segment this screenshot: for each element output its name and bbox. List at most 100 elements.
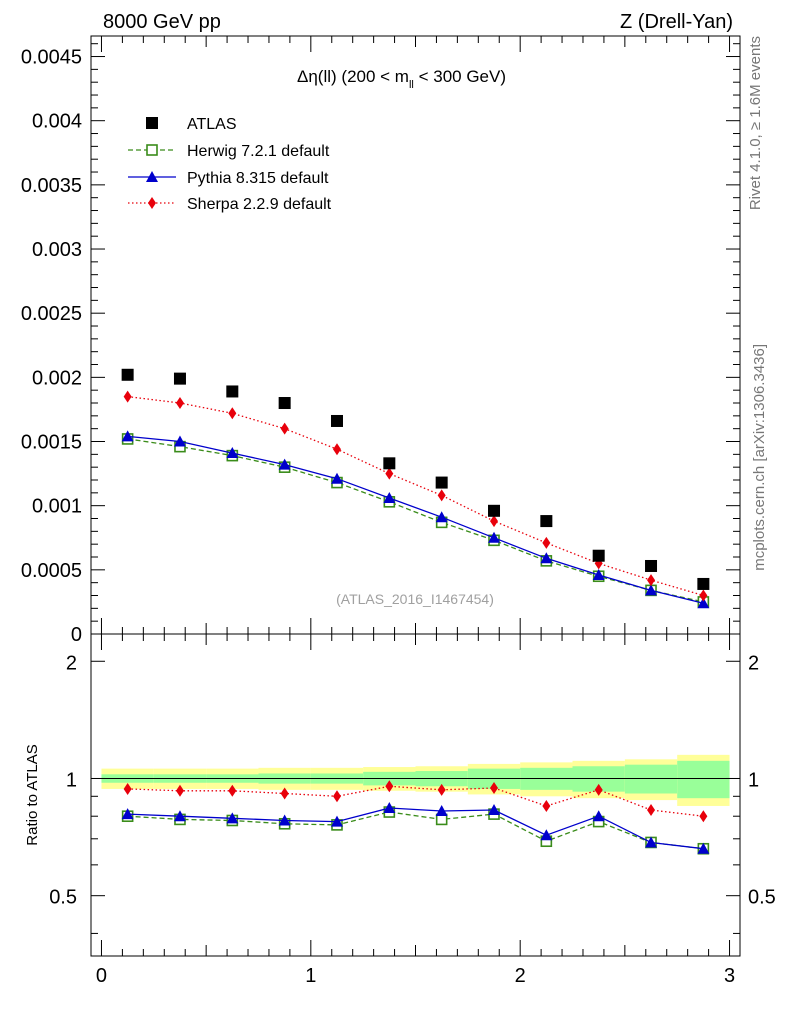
data-point-sherpa: [228, 784, 237, 797]
data-point-pythia: [488, 531, 501, 543]
ratio-plot-markers: [121, 780, 710, 855]
series-line-sherpa: [127, 785, 704, 817]
data-point-sherpa: [594, 783, 603, 796]
data-point-sherpa: [332, 790, 341, 803]
ratio-y-tick-label-right: 2: [748, 652, 759, 674]
data-point-atlas: [226, 385, 239, 398]
ratio-y-tick-label-right: 0.5: [748, 887, 776, 909]
rivet-label: Rivet 4.1.0, ≥ 1.6M events: [747, 36, 764, 210]
data-point-sherpa: [385, 467, 394, 480]
data-point-sherpa: [228, 407, 237, 420]
ratio-y-tick-label: 0.5: [49, 887, 77, 909]
y-tick-label: 0.004: [32, 111, 82, 133]
series-line-sherpa: [127, 395, 704, 597]
ratio-plot: 0.5 0.5 1 1 2 2 0 1 2 3 Ratio to ATLAS: [24, 633, 776, 987]
data-point-pythia: [540, 552, 553, 564]
data-point-sherpa: [332, 443, 341, 456]
ratio-y-tick-label: 1: [66, 769, 77, 791]
legend-sherpa-marker: [148, 197, 156, 209]
legend-pythia-label: Pythia 8.315 default: [187, 170, 329, 187]
data-point-sherpa: [123, 782, 132, 795]
series-line-pythia: [127, 807, 704, 850]
data-point-sherpa: [490, 515, 499, 528]
data-point-sherpa: [647, 574, 656, 587]
ratio-uncertainty-bands: [101, 754, 730, 806]
x-tick-label: 1: [305, 965, 316, 987]
data-point-pythia: [645, 584, 658, 596]
ratio-y-tick-label-right: 1: [748, 769, 759, 791]
legend: ATLAS Herwig 7.2.1 default Pythia 8.315 …: [128, 116, 332, 213]
data-point-pythia: [330, 815, 343, 827]
data-point-atlas: [121, 368, 134, 381]
legend-herwig-marker: [146, 144, 158, 156]
y-tick-label: 0.0045: [21, 47, 82, 69]
data-point-atlas: [540, 515, 553, 528]
y-tick-label: 0.002: [32, 367, 82, 389]
data-point-sherpa: [280, 422, 289, 435]
data-point-pythia: [488, 803, 501, 815]
data-point-pythia: [226, 812, 239, 824]
data-point-atlas: [697, 577, 710, 590]
header-right-label: Z (Drell-Yan): [620, 11, 733, 33]
data-point-sherpa: [385, 780, 394, 793]
data-point-sherpa: [280, 787, 289, 800]
data-point-sherpa: [175, 784, 184, 797]
data-point-sherpa: [437, 783, 446, 796]
legend-pythia-marker: [146, 171, 158, 182]
data-point-pythia: [383, 801, 396, 813]
y-tick-label: 0.0025: [21, 303, 82, 325]
y-tick-label: 0: [71, 624, 82, 646]
data-point-sherpa: [123, 390, 132, 403]
data-point-pythia: [226, 447, 239, 459]
data-point-pythia: [592, 568, 605, 580]
data-point-pythia: [435, 511, 448, 523]
x-tick-label: 2: [515, 965, 526, 987]
data-point-atlas: [173, 372, 186, 385]
series-line-herwig: [127, 438, 704, 603]
analysis-watermark: (ATLAS_2016_I1467454): [336, 591, 494, 607]
data-point-sherpa: [699, 589, 708, 602]
data-point-pythia: [173, 810, 186, 822]
data-point-pythia: [278, 814, 291, 826]
x-tick-label: 3: [724, 965, 735, 987]
data-point-pythia: [173, 435, 186, 447]
main-plot-markers: [121, 368, 710, 609]
x-tick-label: 0: [96, 965, 107, 987]
legend-atlas-marker: [146, 117, 158, 129]
data-point-sherpa: [647, 803, 656, 816]
data-point-pythia: [278, 458, 291, 470]
series-line-pythia: [127, 435, 704, 604]
data-point-pythia: [330, 472, 343, 484]
ratio-ylabel: Ratio to ATLAS: [24, 744, 41, 845]
main-plot-title: Δη(ll) (200 < mll < 300 GeV): [297, 67, 506, 91]
data-point-atlas: [592, 549, 605, 562]
stat-uncertainty-band: [677, 760, 730, 799]
stat-uncertainty-band: [624, 764, 678, 794]
data-point-sherpa: [699, 810, 708, 823]
data-point-pythia: [435, 805, 448, 817]
y-tick-label: 0.0005: [21, 560, 82, 582]
source-label: mcplots.cern.ch [arXiv:1306.3436]: [751, 344, 768, 571]
data-point-sherpa: [175, 397, 184, 410]
data-point-pythia: [540, 829, 553, 841]
data-point-sherpa: [542, 536, 551, 549]
ratio-y-tick-label: 2: [66, 652, 77, 674]
data-point-atlas: [645, 559, 658, 572]
data-point-atlas: [435, 476, 448, 489]
y-tick-label: 0.003: [32, 239, 82, 261]
data-point-pythia: [121, 808, 134, 820]
data-point-pythia: [121, 430, 134, 442]
data-point-sherpa: [490, 782, 499, 795]
data-point-atlas: [488, 504, 501, 517]
header-left-label: 8000 GeV pp: [103, 11, 221, 33]
legend-herwig-label: Herwig 7.2.1 default: [187, 143, 330, 160]
y-tick-label: 0.001: [32, 496, 82, 518]
data-point-sherpa: [542, 799, 551, 812]
data-point-pythia: [383, 491, 396, 503]
data-point-pythia: [645, 836, 658, 848]
data-point-pythia: [697, 842, 710, 854]
data-point-atlas: [330, 414, 343, 427]
y-tick-label: 0.0015: [21, 432, 82, 454]
main-plot: 0 0.0005 0.001 0.0015 0.002 0.0025 0.003 0.0035…: [21, 35, 741, 646]
